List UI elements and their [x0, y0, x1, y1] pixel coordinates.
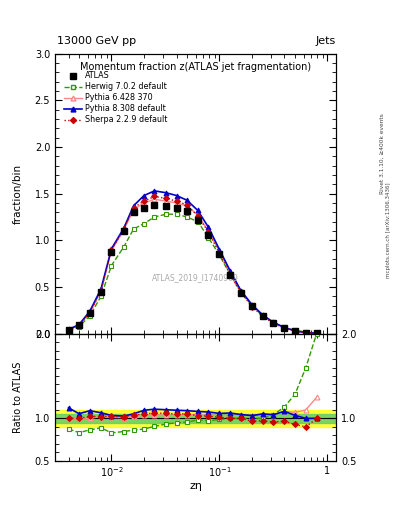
Y-axis label: Ratio to ATLAS: Ratio to ATLAS — [13, 361, 23, 433]
Text: ATLAS_2019_I1740909: ATLAS_2019_I1740909 — [152, 273, 239, 282]
Bar — [55, 410, 336, 427]
Bar — [55, 414, 336, 422]
Text: Momentum fraction z(ATLAS jet fragmentation): Momentum fraction z(ATLAS jet fragmentat… — [80, 62, 311, 72]
Y-axis label: fraction/bin: fraction/bin — [13, 164, 23, 224]
Text: 13000 GeV pp: 13000 GeV pp — [57, 36, 136, 46]
Legend: ATLAS, Herwig 7.0.2 default, Pythia 6.428 370, Pythia 8.308 default, Sherpa 2.2.: ATLAS, Herwig 7.0.2 default, Pythia 6.42… — [62, 69, 170, 127]
Text: Jets: Jets — [316, 36, 336, 46]
X-axis label: zη: zη — [189, 481, 202, 491]
Text: mcplots.cern.ch [arXiv:1306.3436]: mcplots.cern.ch [arXiv:1306.3436] — [386, 183, 391, 278]
Text: Rivet 3.1.10, ≥400k events: Rivet 3.1.10, ≥400k events — [380, 113, 384, 194]
